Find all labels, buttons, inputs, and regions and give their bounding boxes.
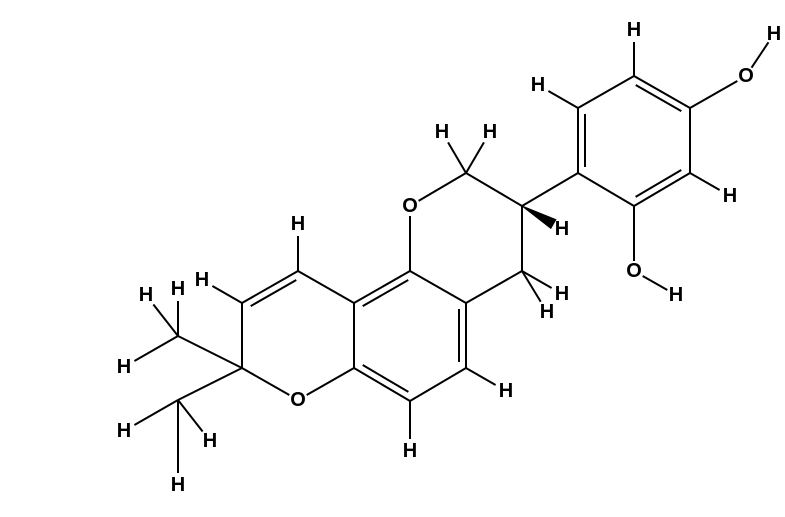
atom-h: H [117, 356, 131, 378]
atom-o: O [402, 195, 418, 217]
bond [153, 304, 178, 336]
bond [354, 368, 410, 401]
atom-o: O [738, 65, 754, 87]
atom-h: H [555, 218, 569, 240]
bond [548, 91, 578, 108]
atom-h: H [171, 474, 185, 496]
bond [634, 76, 690, 108]
atom-h: H [627, 19, 641, 41]
bond [178, 368, 242, 400]
wedge-bond [522, 206, 556, 228]
bond [466, 142, 484, 173]
atom-h: H [723, 185, 737, 207]
bond [410, 368, 466, 401]
atom-h: H [669, 284, 683, 306]
atom-o: O [626, 260, 642, 282]
atom-h: H [117, 420, 131, 442]
atom-h: H [499, 380, 513, 402]
bond [242, 271, 298, 303]
atom-h: H [139, 284, 153, 306]
bond [178, 336, 242, 368]
atom-h: H [555, 283, 569, 305]
bond [634, 173, 690, 206]
atom-h: H [403, 440, 417, 462]
bond [363, 365, 409, 392]
bond [466, 173, 522, 206]
atom-h: H [291, 213, 305, 235]
molecule-diagram: OOOOHHHHHHHHHHHHHHHHHHHH [0, 0, 785, 517]
atom-h: H [531, 74, 545, 96]
bond [636, 170, 682, 197]
bond [134, 336, 178, 361]
bond [242, 368, 289, 395]
bond [448, 142, 466, 173]
atom-h: H [483, 121, 497, 143]
bond [690, 173, 720, 190]
bond [178, 400, 203, 432]
bond [410, 271, 466, 303]
bond [466, 368, 496, 385]
bond [298, 271, 354, 303]
bond [752, 42, 769, 67]
bond [419, 173, 466, 201]
atom-h: H [540, 301, 554, 323]
bond [466, 271, 522, 303]
bond [354, 271, 410, 303]
bond [690, 81, 737, 108]
atom-h: H [195, 269, 209, 291]
bond [578, 76, 634, 108]
bond [307, 368, 354, 395]
bond [643, 276, 668, 290]
bond [212, 286, 242, 303]
bond [522, 173, 578, 206]
bond [578, 173, 634, 206]
bond [134, 400, 178, 425]
atom-h: H [767, 23, 781, 45]
atom-o: O [290, 389, 306, 411]
atom-h: H [203, 430, 217, 452]
atom-h: H [435, 121, 449, 143]
atom-h: H [171, 278, 185, 300]
